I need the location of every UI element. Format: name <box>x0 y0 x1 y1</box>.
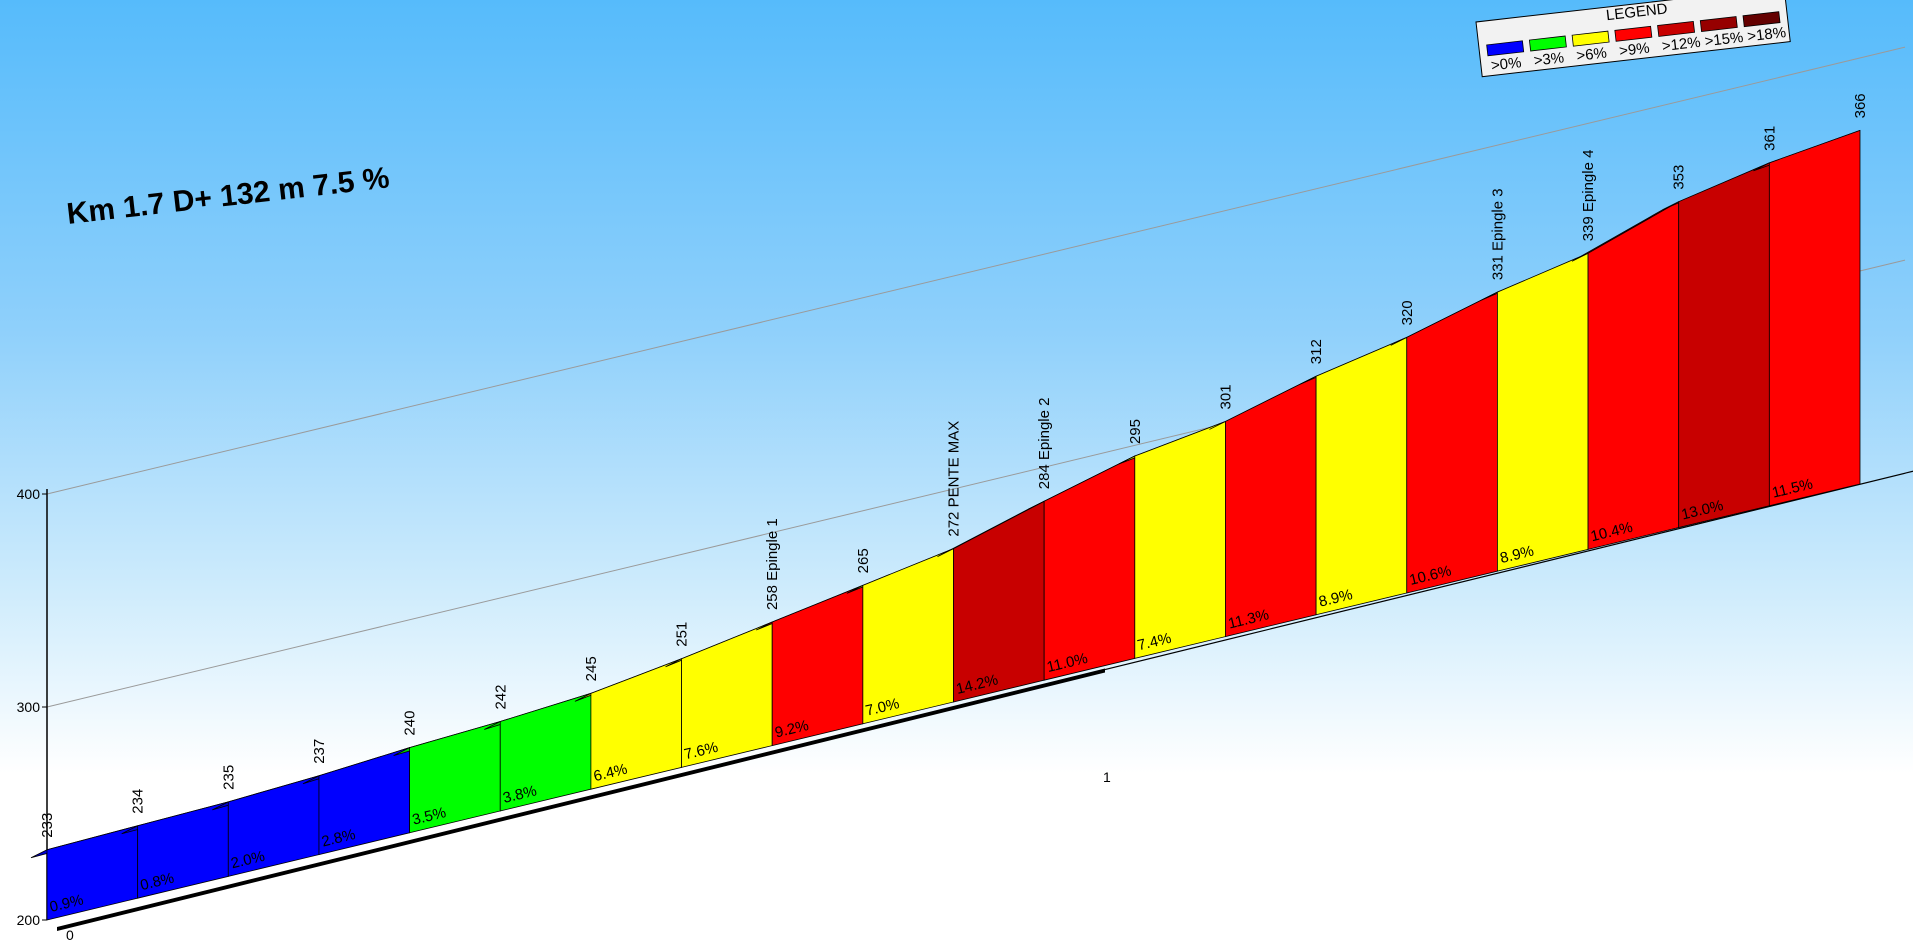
altitude-label: 234 <box>130 789 147 814</box>
chart-title: Km 1.7 D+ 132 m 7.5 % <box>65 161 391 231</box>
slice-front-face <box>1406 291 1498 594</box>
slice-front-face <box>1315 336 1408 616</box>
legend-entry: >9% <box>1618 40 1650 60</box>
legend-entry: >12% <box>1661 34 1701 55</box>
legend-swatch <box>1742 11 1781 28</box>
baseline-km-1-end <box>1104 470 1913 671</box>
x-axis-ticks: 01 <box>66 769 1111 943</box>
gridline <box>46 46 1906 495</box>
altitude-label: 235 <box>220 765 237 790</box>
y-tick-label: 300 <box>17 699 41 715</box>
slice-front-face <box>1678 162 1770 529</box>
slice <box>484 692 592 812</box>
slice <box>1662 162 1770 529</box>
legend-entry: >6% <box>1576 44 1608 64</box>
altitude-label: 295 <box>1127 419 1144 444</box>
altitude-label: 240 <box>402 711 419 736</box>
legend-entry: >3% <box>1533 49 1565 69</box>
legend-swatch <box>1528 35 1567 52</box>
slice <box>846 548 954 725</box>
slice-front-face <box>1043 455 1136 681</box>
slice <box>121 801 229 899</box>
altitude-label: 242 <box>492 685 509 710</box>
y-tick-label: 200 <box>17 912 41 928</box>
altitude-label: 331 Epingle 3 <box>1489 188 1506 280</box>
legend-entry: >0% <box>1490 54 1522 74</box>
altitude-labels: 233 234 235 237 240 242 245 251 258 Epingle 1 265… <box>39 93 1869 837</box>
altitude-label: 258 Epingle 1 <box>764 518 781 610</box>
y-tick-label: 400 <box>17 486 41 502</box>
slice-front-face <box>1587 200 1680 550</box>
slice <box>1390 291 1498 594</box>
slice <box>1571 200 1680 550</box>
slice <box>1299 336 1408 616</box>
slice <box>212 775 320 877</box>
legend-swatch <box>1657 20 1696 37</box>
profile-slices <box>30 129 1861 921</box>
slice <box>574 658 682 790</box>
slice-front-face <box>1225 375 1317 638</box>
legend-swatch <box>1486 40 1525 57</box>
x-tick-label: 1 <box>1103 769 1111 785</box>
legend: LEGEND >0% >3% >6% >9% >12% >15% >18% <box>1475 0 1791 78</box>
slice <box>1118 420 1226 659</box>
altitude-label: 320 <box>1399 300 1416 325</box>
baseline-km-0-1 <box>57 668 1105 931</box>
slice-front-face <box>1768 129 1861 507</box>
altitude-label: 312 <box>1308 339 1325 364</box>
slice <box>393 721 501 834</box>
legend-entry: >18% <box>1746 24 1786 45</box>
altitude-label: 237 <box>311 739 328 764</box>
altitude-label: 245 <box>583 656 600 681</box>
altitude-label: 251 <box>674 622 691 647</box>
x-tick-label: 0 <box>66 927 74 943</box>
slice <box>1753 129 1861 507</box>
y-axis: 200 300 400 <box>17 486 48 928</box>
altitude-label: 361 <box>1761 126 1778 151</box>
legend-title: LEGEND <box>1605 0 1668 24</box>
slice <box>1027 455 1136 681</box>
slice-front-face <box>1134 420 1226 659</box>
altitude-label: 301 <box>1217 384 1234 409</box>
altitude-label: 339 Epingle 4 <box>1580 150 1597 242</box>
altitude-label: 233 <box>39 813 56 838</box>
baseline <box>57 470 1913 931</box>
legend-swatch <box>1699 16 1738 32</box>
altitude-label: 265 <box>855 548 872 573</box>
altitude-label: 272 PENTE MAX <box>946 421 963 537</box>
legend-swatch <box>1571 30 1610 47</box>
slice-front-face <box>953 500 1045 703</box>
legend-entry: >15% <box>1704 29 1744 50</box>
slice-front-face <box>862 548 954 725</box>
altitude-label: 366 <box>1852 93 1869 118</box>
altitude-label: 284 Epingle 2 <box>1036 398 1053 490</box>
slice <box>30 825 139 921</box>
slice <box>1481 252 1589 572</box>
legend-swatch <box>1614 25 1653 42</box>
slice-front-face <box>1497 252 1589 572</box>
slice <box>1209 375 1317 638</box>
altitude-label: 353 <box>1671 165 1688 190</box>
